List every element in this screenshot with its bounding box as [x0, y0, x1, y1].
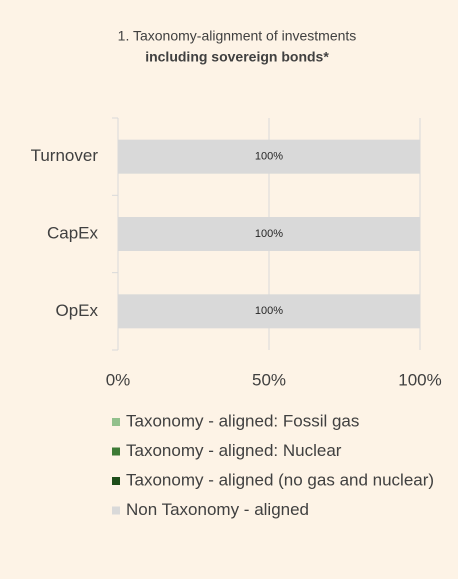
data-label: 100%: [255, 151, 283, 163]
legend-swatch: [112, 447, 120, 456]
chart-subtitle: including sovereign bonds*: [145, 49, 329, 65]
y-tick-label: CapEx: [47, 223, 99, 242]
data-label: 100%: [255, 228, 283, 240]
x-tick-label: 50%: [252, 370, 286, 389]
legend-label: Taxonomy - aligned: Fossil gas: [126, 411, 359, 430]
legend-swatch: [112, 506, 120, 515]
bar-segment: [118, 294, 420, 329]
legend-swatch: [112, 477, 120, 485]
x-tick-label: 100%: [398, 370, 441, 389]
legend-label: Taxonomy - aligned: Nuclear: [126, 441, 342, 460]
legend-label: Taxonomy - aligned (no gas and nuclear): [126, 470, 434, 489]
data-label: 100%: [255, 305, 283, 317]
chart-title: 1. Taxonomy-alignment of investments: [118, 28, 357, 44]
bar-segment: [118, 139, 420, 174]
x-tick-label: 0%: [106, 370, 131, 389]
legend-swatch: [112, 418, 120, 426]
y-tick-label: Turnover: [31, 146, 99, 165]
bar-segment: [118, 217, 420, 251]
legend-label: Non Taxonomy - aligned: [126, 500, 309, 519]
y-tick-label: OpEx: [55, 301, 98, 320]
